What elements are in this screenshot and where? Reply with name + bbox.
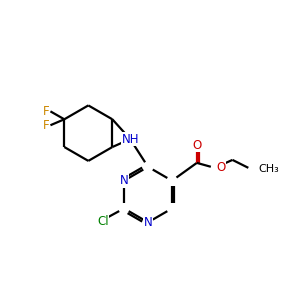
Text: N: N <box>144 216 152 229</box>
Text: CH₃: CH₃ <box>258 164 279 174</box>
Text: NH: NH <box>122 133 139 146</box>
Text: N: N <box>120 174 128 187</box>
Text: O: O <box>217 161 226 174</box>
Text: F: F <box>43 119 50 132</box>
Text: O: O <box>192 139 201 152</box>
Text: F: F <box>43 105 50 118</box>
Text: Cl: Cl <box>97 215 109 228</box>
